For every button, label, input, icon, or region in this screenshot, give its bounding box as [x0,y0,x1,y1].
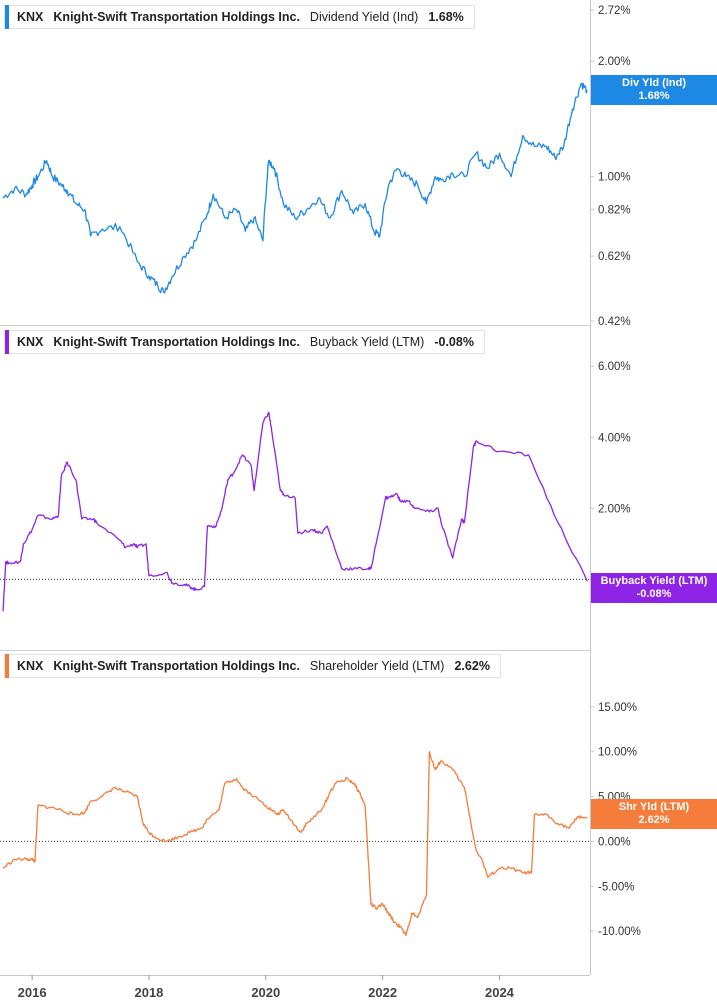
y-tick-label: 2.72% [598,5,631,17]
legend-swatch [5,5,9,29]
x-tick-label: 2018 [134,985,163,1000]
legend-value: -0.08% [434,335,474,349]
legend-company: Knight-Swift Transportation Holdings Inc… [53,10,300,24]
x-tick-label: 2016 [18,985,47,1000]
y-tick-label: 0.00% [598,836,631,848]
y-tick-label: 10.00% [598,747,637,759]
y-tick-label: 0.42% [598,316,631,328]
y-tick-label: 0.62% [598,251,631,263]
badge-label: Shr Yld (LTM) [618,801,690,813]
series-line [2,751,588,937]
y-tick-label: 4.00% [598,432,631,444]
legend-buyback-yield: KNX Knight-Swift Transportation Holdings… [4,330,485,354]
badge-value: -0.08% [636,588,672,600]
y-tick-label: 15.00% [598,702,637,714]
legend-swatch [5,330,9,354]
x-tick-label: 2024 [485,985,515,1000]
legend-dividend-yield: KNX Knight-Swift Transportation Holdings… [4,5,475,29]
legend-metric: Shareholder Yield (LTM) [309,659,445,673]
badge-label: Div Yld (Ind) [622,77,686,89]
badge-buyback-yield: Buyback Yield (LTM) -0.08% [591,573,717,603]
legend-ticker: KNX [17,659,44,673]
legend-shareholder-yield: KNX Knight-Swift Transportation Holdings… [4,654,501,678]
y-tick-label: 6.00% [598,361,631,373]
y-tick-label: 2.00% [598,56,631,68]
x-tick-label: 2020 [251,985,280,1000]
badge-value: 2.62% [638,814,670,826]
legend-metric: Buyback Yield (LTM) [309,335,425,349]
legend-ticker: KNX [17,10,44,24]
badge-label: Buyback Yield (LTM) [600,575,708,587]
series-line [2,411,588,612]
legend-value: 2.62% [454,659,490,673]
y-tick-label: -5.00% [598,881,634,893]
y-tick-label: 2.00% [598,503,631,515]
badge-dividend-yield: Div Yld (Ind) 1.68% [591,75,717,105]
y-tick-label: 0.82% [598,205,631,217]
badge-value: 1.68% [638,90,670,102]
legend-company: Knight-Swift Transportation Holdings Inc… [53,335,300,349]
series-line [2,82,588,294]
y-tick-label: 1.00% [598,172,631,184]
legend-metric: Dividend Yield (Ind) [309,10,419,24]
legend-swatch [5,654,9,678]
legend-value: 1.68% [428,10,464,24]
x-tick-label: 2022 [368,985,397,1000]
badge-shareholder-yield: Shr Yld (LTM) 2.62% [591,799,717,829]
y-tick-label: -10.00% [598,926,641,938]
legend-ticker: KNX [17,335,44,349]
legend-company: Knight-Swift Transportation Holdings Inc… [53,659,300,673]
